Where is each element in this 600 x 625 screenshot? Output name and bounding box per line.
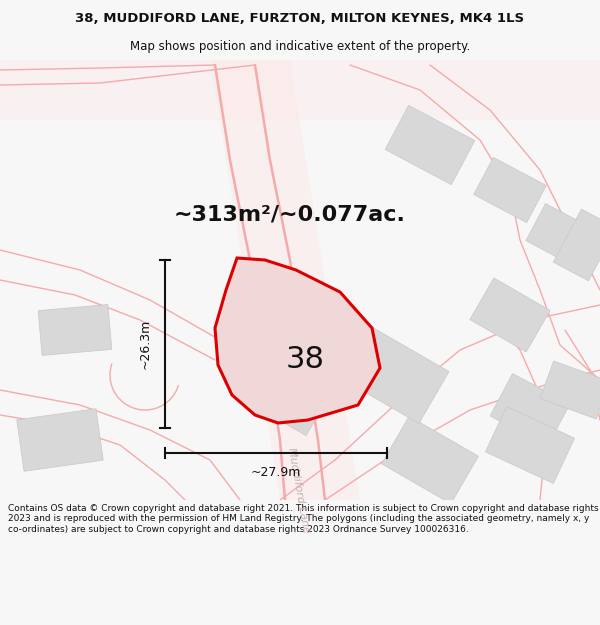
Text: Contains OS data © Crown copyright and database right 2021. This information is : Contains OS data © Crown copyright and d… xyxy=(8,504,598,534)
Polygon shape xyxy=(485,406,575,484)
Text: Muddiford Lane: Muddiford Lane xyxy=(286,446,310,534)
Polygon shape xyxy=(210,60,360,500)
Polygon shape xyxy=(382,416,478,504)
Text: 38: 38 xyxy=(286,346,325,374)
Polygon shape xyxy=(553,209,600,281)
Text: Map shows position and indicative extent of the property.: Map shows position and indicative extent… xyxy=(130,40,470,53)
Text: ~313m²/~0.077ac.: ~313m²/~0.077ac. xyxy=(174,205,406,225)
Polygon shape xyxy=(235,344,335,436)
Polygon shape xyxy=(490,374,570,446)
Polygon shape xyxy=(540,361,600,419)
Polygon shape xyxy=(215,258,380,423)
Polygon shape xyxy=(473,158,547,222)
Polygon shape xyxy=(385,106,475,184)
Polygon shape xyxy=(38,304,112,356)
Text: 38, MUDDIFORD LANE, FURZTON, MILTON KEYNES, MK4 1LS: 38, MUDDIFORD LANE, FURZTON, MILTON KEYN… xyxy=(76,11,524,24)
Text: ~26.3m: ~26.3m xyxy=(139,319,151,369)
Polygon shape xyxy=(0,60,600,120)
Polygon shape xyxy=(470,278,550,352)
Polygon shape xyxy=(17,409,103,471)
Polygon shape xyxy=(341,326,449,424)
Polygon shape xyxy=(526,204,594,266)
Text: ~27.9m: ~27.9m xyxy=(251,466,301,479)
